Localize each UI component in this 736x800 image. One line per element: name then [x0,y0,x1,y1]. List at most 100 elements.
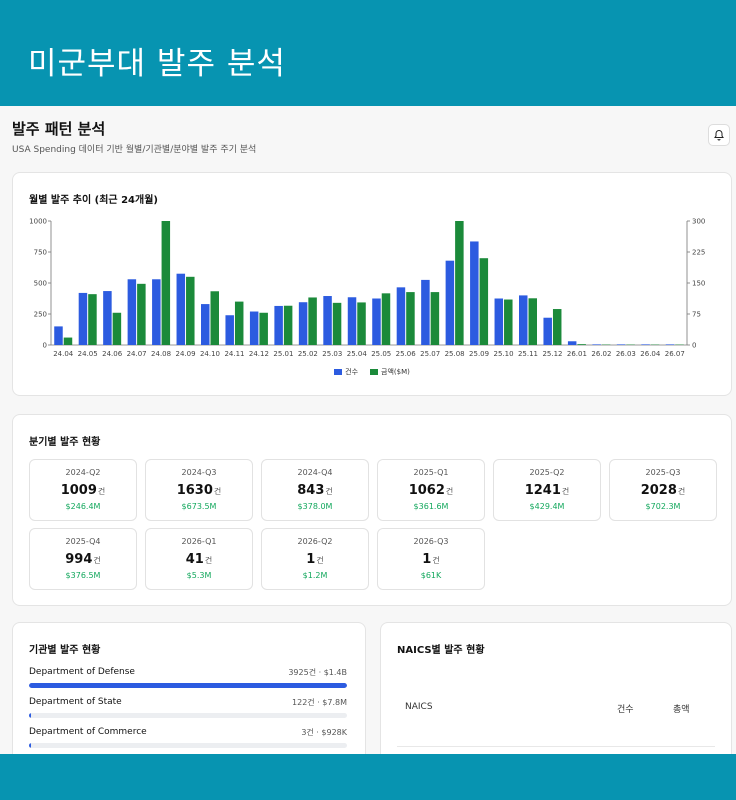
x-tick-label: 24.12 [249,350,269,358]
quarter-period: 2025-Q3 [645,468,681,477]
agency-value: 3건 · $928K [301,728,347,737]
quarter-count: 843건 [297,483,333,498]
bar-amount [455,221,464,345]
count-col-header[interactable]: 건수 [617,705,634,715]
count-unit: 건 [445,487,454,496]
y-left-tick-label: 1000 [29,218,47,226]
x-tick-label: 25.01 [273,350,293,358]
bar-count [445,260,455,345]
y-left-tick-label: 0 [43,342,47,350]
monthly-chart-title: 월별 발주 추이 (최근 24개월) [29,195,158,206]
x-tick-label: 26.07 [665,350,685,358]
bar-count [298,302,308,345]
bar-count [470,241,479,345]
legend-label-count: 건수 [345,368,359,376]
top-banner: 미군부대 발주 분석 [0,0,736,106]
agency-name: Department of Commerce [29,727,147,737]
legend-swatch-count [334,369,343,375]
x-tick-label: 26.01 [567,350,587,358]
bar-amount [308,297,317,345]
quarterly-grid: 2024-Q2 1009건 $246.4M 2024-Q3 1630건 $673.5M 20… [29,459,717,590]
bar-count [274,305,283,345]
agency-bar-fill [29,743,31,748]
quarterly-card: 분기별 발주 현황 2024-Q2 1009건 $246.4M 2024-Q3 1630… [12,414,732,606]
bar-amount [479,258,489,345]
quarter-period: 2024-Q4 [297,468,333,477]
bar-amount [88,294,97,345]
x-tick-label: 25.12 [542,350,562,358]
agency-bar-track [29,743,347,748]
quarter-period: 2025-Q4 [65,537,101,546]
legend-swatch-amount [370,369,379,375]
bar-count [567,341,577,345]
legend-label-amount: 금액($M) [381,368,410,376]
total-col-header[interactable]: 총액 [673,705,690,715]
y-left-tick-label: 250 [34,311,47,319]
x-tick-label: 25.08 [445,350,465,358]
naics-col-header[interactable]: NAICS [405,702,433,712]
agency-bar-fill [29,683,347,688]
count-unit: 건 [93,556,101,565]
quarter-count: 1건 [306,552,324,567]
agency-name: Department of State [29,697,122,707]
x-tick-label: 26.03 [616,350,636,358]
bar-amount [137,283,146,345]
bar-amount [63,337,73,345]
bar-amount [430,292,440,345]
bar-count [103,291,112,345]
agency-card: 기관별 발주 현황 Department of Defense 3925건 · $… [12,622,366,754]
quarter-count: 1009건 [60,483,106,498]
y-left-tick-label: 500 [34,280,47,288]
count-unit: 건 [204,556,213,565]
bar-count [592,344,601,345]
bar-amount [234,301,244,345]
page-subtitle: USA Spending 데이터 기반 월별/기관별/분야별 발주 주기 분석 [12,145,257,155]
bar-count [249,311,259,345]
page-content[interactable]: 발주 패턴 분석 USA Spending 데이터 기반 월별/기관별/분야별 … [0,106,736,754]
quarter-card: 2026-Q2 1건 $1.2M [261,528,369,590]
agency-value: 122건 · $7.8M [292,698,347,707]
bar-count [78,292,88,345]
quarter-amount: $1.2M [302,571,328,580]
x-tick-label: 25.04 [347,350,368,358]
bar-count [372,298,381,345]
x-tick-label: 26.02 [591,350,611,358]
bar-count [543,317,552,345]
quarter-period: 2026-Q2 [297,537,333,546]
quarter-amount: $673.5M [181,502,217,511]
quarter-count: 41건 [185,552,213,567]
page-title: 발주 패턴 분석 [12,120,106,138]
quarterly-card-title: 분기별 발주 현황 [29,437,101,448]
bar-count [323,296,332,345]
quarter-count: 1630건 [176,483,222,498]
quarter-amount: $61K [420,571,442,580]
bar-amount [577,344,586,345]
quarter-card: 2025-Q2 1241건 $429.4M [493,459,601,521]
quarter-amount: $5.3M [186,571,212,580]
quarter-count: 1241건 [524,483,570,498]
bar-amount [406,292,415,345]
quarter-amount: $702.3M [645,502,681,511]
count-unit: 건 [432,556,440,565]
quarter-card: 2025-Q3 2028건 $702.3M [609,459,717,521]
legend-item-count[interactable]: 건수 [334,367,358,377]
quarter-card: 2026-Q3 1건 $61K [377,528,485,590]
x-tick-label: 24.11 [224,350,244,358]
count-unit: 건 [677,487,686,496]
bar-count [396,287,406,345]
quarter-card: 2026-Q1 41건 $5.3M [145,528,253,590]
bar-count [665,344,675,345]
x-tick-label: 24.06 [102,350,123,358]
quarter-card: 2024-Q3 1630건 $673.5M [145,459,253,521]
notification-button[interactable] [708,124,730,146]
bar-amount [528,298,537,345]
naics-card-title: NAICS별 발주 현황 [397,645,485,656]
quarter-amount: $376.5M [65,571,101,580]
quarter-amount: $378.0M [297,502,333,511]
x-tick-label: 24.04 [53,350,74,358]
legend-item-amount[interactable]: 금액($M) [370,367,410,377]
x-tick-label: 24.10 [200,350,220,358]
quarter-period: 2026-Q1 [181,537,217,546]
bar-amount [332,302,342,345]
y-right-tick-label: 225 [692,249,705,257]
